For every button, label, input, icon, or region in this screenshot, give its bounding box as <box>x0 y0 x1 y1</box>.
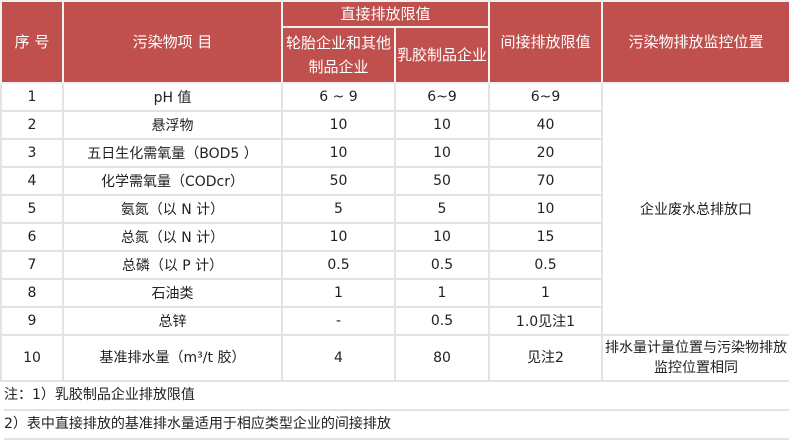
cell-no: 10 <box>0 334 64 382</box>
note-2: 2）表中直接排放的基准排水量适用于相应类型企业的间接排放 <box>4 411 789 440</box>
table-row: 5 氨氮（以 N 计） 5 5 10 <box>0 194 789 224</box>
cell-no: 3 <box>0 138 64 168</box>
note-1: 注：1）乳胶制品企业排放限值 <box>4 382 789 411</box>
cell-indirect: 40 <box>488 110 604 140</box>
notes: 注：1）乳胶制品企业排放限值 2）表中直接排放的基准排水量适用于相应类型企业的间… <box>0 382 789 440</box>
header-direct-tire: 轮胎企业和其他制品企业 <box>281 26 396 84</box>
cell-latex: 6~9 <box>393 82 491 112</box>
table-row: 6 总氮（以 N 计） 10 10 15 <box>0 222 789 252</box>
cell-tire: 10 <box>281 138 396 168</box>
cell-latex: 10 <box>393 222 491 252</box>
cell-tire: 4 <box>281 334 396 382</box>
cell-item: pH 值 <box>62 82 283 112</box>
cell-tire: 5 <box>281 194 396 224</box>
cell-latex: 0.5 <box>393 306 491 336</box>
cell-latex: 0.5 <box>393 250 491 280</box>
cell-tire: 10 <box>281 110 396 140</box>
table-row: 3 五日生化需氧量（BOD5 ） 10 10 20 <box>0 138 789 168</box>
cell-item: 总氮（以 N 计） <box>62 222 283 252</box>
cell-no: 7 <box>0 250 64 280</box>
cell-no: 2 <box>0 110 64 140</box>
cell-indirect: 20 <box>488 138 604 168</box>
cell-latex: 50 <box>393 166 491 196</box>
cell-indirect: 0.5 <box>488 250 604 280</box>
header-no: 序 号 <box>0 0 64 84</box>
cell-no: 1 <box>0 82 64 112</box>
cell-tire: 10 <box>281 222 396 252</box>
table-row: 8 石油类 1 1 1 <box>0 278 789 308</box>
cell-latex: 80 <box>393 334 491 382</box>
table-row: 10 基准排水量（m³/t 胶） 4 80 见注2 排水量计量位置与污染物排放监控位置相同 <box>0 334 789 382</box>
cell-item: 氨氮（以 N 计） <box>62 194 283 224</box>
cell-item: 五日生化需氧量（BOD5 ） <box>62 138 283 168</box>
cell-indirect: 70 <box>488 166 604 196</box>
cell-item: 化学需氧量（CODcr） <box>62 166 283 196</box>
cell-latex: 10 <box>393 138 491 168</box>
cell-tire: 1 <box>281 278 396 308</box>
emission-limits-table: 序 号 污染物项 目 直接排放限值 间接排放限值 污染物排放监控位置 轮胎企业和… <box>0 0 789 382</box>
cell-latex: 1 <box>393 278 491 308</box>
cell-no: 8 <box>0 278 64 308</box>
table-row: 9 总锌 -0.5 1.0见注1 <box>0 306 789 336</box>
cell-tire: 50 <box>281 166 396 196</box>
cell-no: 4 <box>0 166 64 196</box>
cell-location: 企业废水总排放口 <box>601 82 789 336</box>
cell-no: 5 <box>0 194 64 224</box>
cell-item: 基准排水量（m³/t 胶） <box>62 334 283 382</box>
header-direct-latex: 乳胶制品企业 <box>393 26 491 84</box>
cell-tire: - <box>281 306 396 336</box>
header-direct: 直接排放限值 <box>280 0 491 28</box>
cell-indirect: 6~9 <box>488 82 604 112</box>
cell-indirect: 1 <box>488 278 604 308</box>
header-item: 污染物项 目 <box>62 0 283 84</box>
cell-indirect: 15 <box>488 222 604 252</box>
cell-tire: 6 ~ 9 <box>281 82 396 112</box>
cell-item: 总锌 <box>62 306 283 336</box>
table-row: 7 总磷（以 P 计） 0.5 0.5 0.5 <box>0 250 789 280</box>
cell-item: 总磷（以 P 计） <box>62 250 283 280</box>
cell-tire: 0.5 <box>281 250 396 280</box>
cell-indirect: 10 <box>488 194 604 224</box>
cell-latex: 5 <box>393 194 491 224</box>
cell-no: 9 <box>0 306 64 336</box>
cell-item: 悬浮物 <box>62 110 283 140</box>
cell-no: 6 <box>0 222 64 252</box>
cell-indirect: 见注2 <box>488 334 604 382</box>
cell-item: 石油类 <box>62 278 283 308</box>
cell-latex: 10 <box>393 110 491 140</box>
cell-location: 排水量计量位置与污染物排放监控位置相同 <box>601 334 789 382</box>
header-location: 污染物排放监控位置 <box>601 0 789 84</box>
cell-indirect: 1.0见注1 <box>488 306 604 336</box>
table-row: 4 化学需氧量（CODcr） 50 50 70 <box>0 166 789 196</box>
header-indirect: 间接排放限值 <box>488 0 604 84</box>
table-row: 2 悬浮物 10 10 40 <box>0 110 789 140</box>
